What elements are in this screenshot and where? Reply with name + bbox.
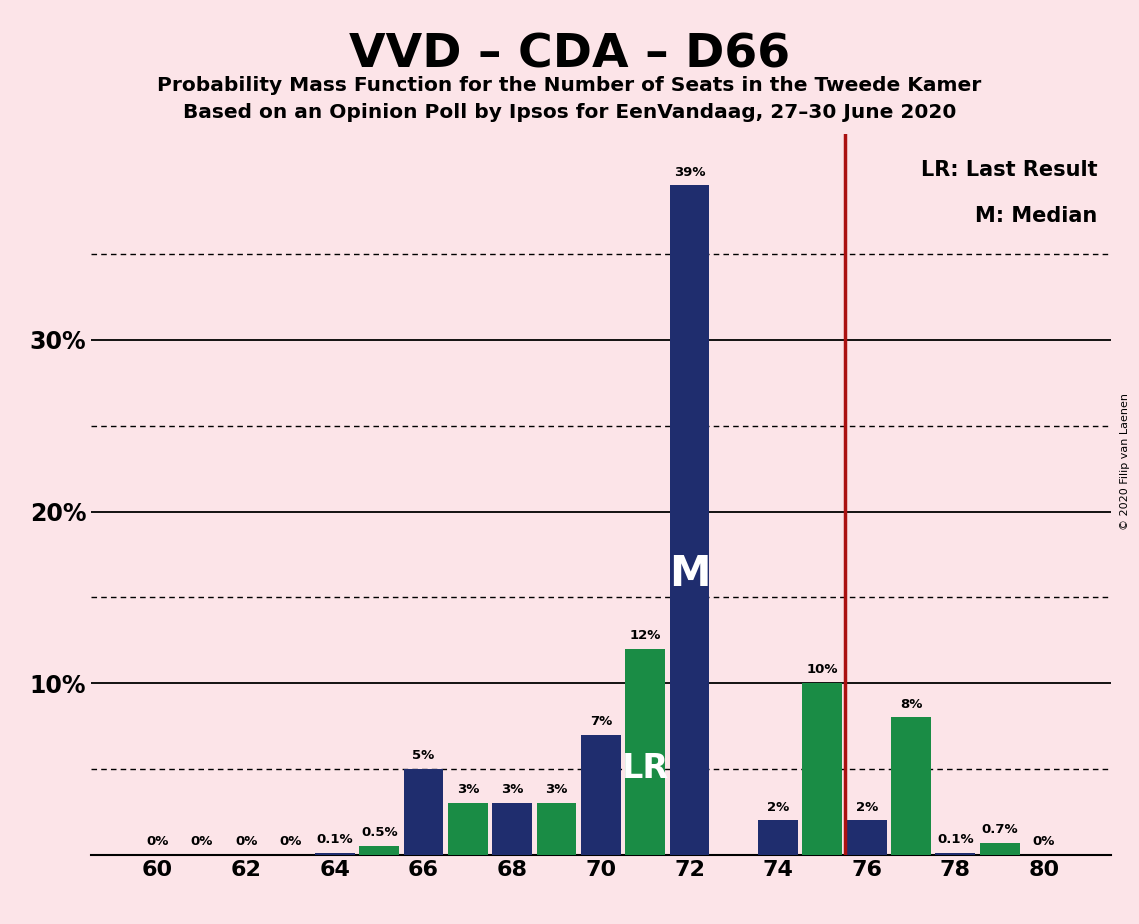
Text: LR: Last Result: LR: Last Result	[920, 160, 1097, 180]
Text: 0.1%: 0.1%	[937, 833, 974, 846]
Bar	[803, 683, 843, 855]
Bar	[759, 821, 798, 855]
Text: 3%: 3%	[457, 784, 480, 796]
Bar	[980, 843, 1019, 855]
Bar	[670, 186, 710, 855]
Text: VVD – CDA – D66: VVD – CDA – D66	[349, 32, 790, 78]
Text: 0%: 0%	[147, 835, 169, 848]
Bar	[846, 821, 886, 855]
Text: LR: LR	[622, 752, 669, 784]
Text: 5%: 5%	[412, 749, 435, 762]
Text: Probability Mass Function for the Number of Seats in the Tweede Kamer: Probability Mass Function for the Number…	[157, 76, 982, 95]
Text: 0%: 0%	[190, 835, 213, 848]
Text: 39%: 39%	[673, 165, 705, 178]
Bar	[935, 853, 975, 855]
Bar	[316, 853, 355, 855]
Bar	[359, 846, 399, 855]
Bar	[448, 803, 487, 855]
Bar	[891, 717, 931, 855]
Bar	[536, 803, 576, 855]
Text: 3%: 3%	[501, 784, 523, 796]
Text: 10%: 10%	[806, 663, 838, 676]
Text: 0.1%: 0.1%	[317, 833, 353, 846]
Text: M: Median: M: Median	[975, 206, 1097, 226]
Text: 2%: 2%	[855, 800, 878, 813]
Text: Based on an Opinion Poll by Ipsos for EenVandaag, 27–30 June 2020: Based on an Opinion Poll by Ipsos for Ee…	[183, 103, 956, 123]
Text: 0%: 0%	[1033, 835, 1055, 848]
Text: 3%: 3%	[546, 784, 567, 796]
Text: 12%: 12%	[630, 629, 661, 642]
Text: 0.5%: 0.5%	[361, 826, 398, 839]
Bar	[492, 803, 532, 855]
Text: 0%: 0%	[279, 835, 302, 848]
Text: 0.7%: 0.7%	[982, 823, 1018, 836]
Text: 0%: 0%	[235, 835, 257, 848]
Bar	[581, 735, 621, 855]
Text: © 2020 Filip van Laenen: © 2020 Filip van Laenen	[1120, 394, 1130, 530]
Text: 2%: 2%	[767, 800, 789, 813]
Text: 8%: 8%	[900, 698, 923, 711]
Bar	[625, 649, 665, 855]
Text: M: M	[669, 553, 711, 595]
Bar	[403, 769, 443, 855]
Text: 7%: 7%	[590, 715, 612, 728]
